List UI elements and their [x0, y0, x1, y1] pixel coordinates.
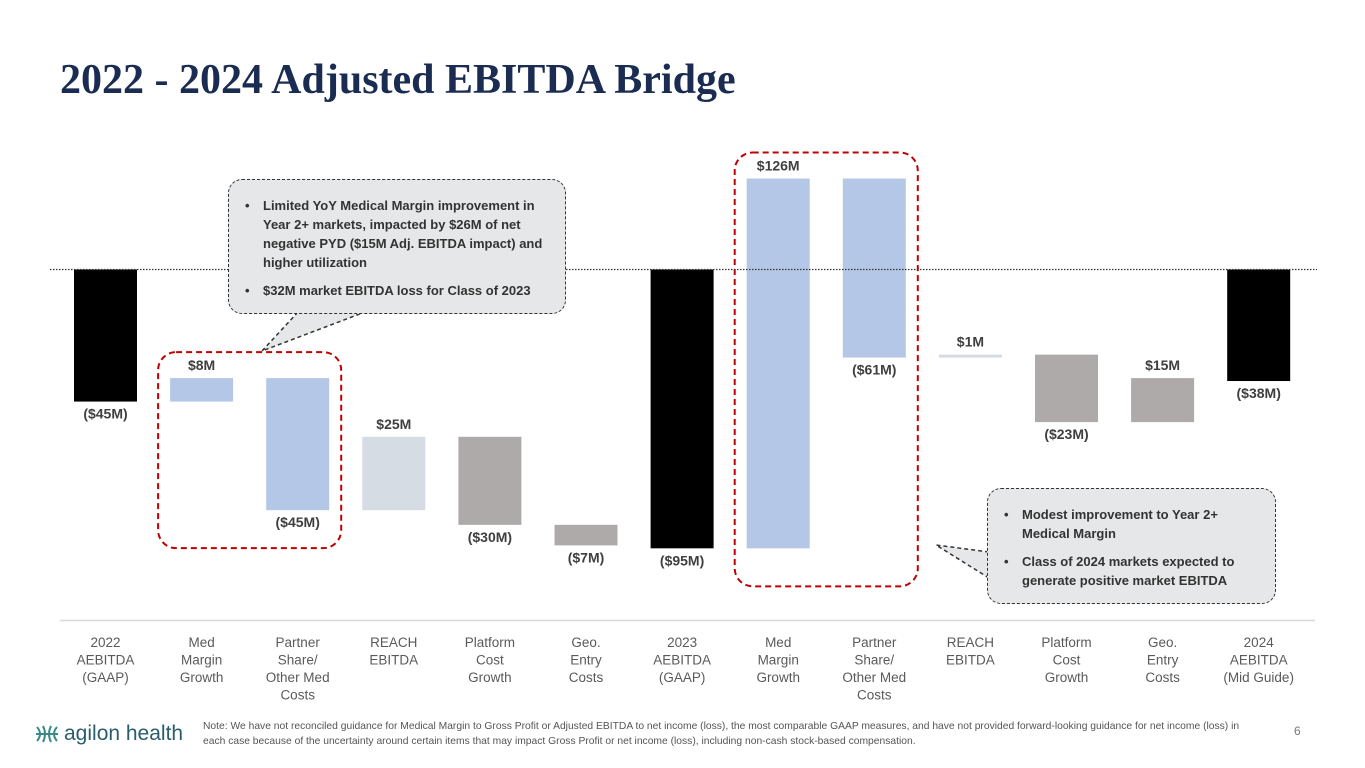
callout-right: Modest improvement to Year 2+ Medical Ma…	[987, 488, 1276, 604]
page-title: 2022 - 2024 Adjusted EBITDA Bridge	[60, 57, 736, 103]
callout-right-pointer	[935, 544, 990, 580]
category-label: Costs	[280, 688, 315, 703]
category-label: EBITDA	[946, 653, 995, 668]
waterfall-bar	[170, 378, 234, 402]
category-label: Costs	[1145, 670, 1180, 685]
page-number: 6	[1294, 724, 1301, 738]
category-label: REACH	[370, 635, 417, 650]
bar-data-label: $8M	[188, 357, 215, 373]
waterfall-bar	[1131, 378, 1195, 423]
category-label: 2024	[1244, 635, 1275, 650]
category-label: (GAAP)	[82, 670, 129, 685]
waterfall-bar	[554, 524, 618, 546]
bar-data-label: ($95M)	[660, 552, 704, 568]
category-label: Share/	[278, 653, 318, 668]
category-label: Share/	[854, 653, 894, 668]
category-label: Growth	[1045, 670, 1089, 685]
bar-data-label: ($23M)	[1044, 426, 1088, 442]
waterfall-bar	[362, 436, 426, 511]
category-label: Growth	[180, 670, 224, 685]
category-label: Cost	[476, 653, 504, 668]
category-label: EBITDA	[369, 653, 418, 668]
category-label: Costs	[569, 670, 604, 685]
bar-data-label: ($61M)	[852, 362, 896, 378]
footnote: Note: We have not reconciled guidance fo…	[203, 721, 1240, 747]
category-label: 2022	[90, 635, 120, 650]
category-label: Entry	[1147, 653, 1179, 668]
waterfall-bar	[938, 354, 1002, 358]
category-label: Growth	[468, 670, 512, 685]
category-label: REACH	[947, 635, 994, 650]
category-label: Platform	[465, 635, 515, 650]
category-label: Med	[188, 635, 214, 650]
category-label: Other Med	[266, 670, 330, 685]
waterfall-bar	[746, 178, 810, 549]
waterfall-bar	[458, 436, 522, 525]
bar-data-label: ($38M)	[1237, 385, 1281, 401]
bar-data-label: $15M	[1145, 357, 1180, 373]
category-label: Geo.	[571, 635, 600, 650]
category-label: AEBITDA	[653, 653, 711, 668]
category-label: Growth	[756, 670, 800, 685]
category-label: (Mid Guide)	[1223, 670, 1294, 685]
category-label: Entry	[570, 653, 602, 668]
logo-mark-icon	[36, 725, 58, 743]
category-label: 2023	[667, 635, 697, 650]
bar-data-label: ($7M)	[568, 549, 605, 565]
bar-data-label: $126M	[757, 158, 800, 174]
bars-layer	[74, 178, 1291, 549]
callout-left-bullet: $32M market EBITDA loss for Class of 202…	[243, 281, 549, 300]
callout-left-pointer	[261, 311, 366, 352]
waterfall-bar	[74, 269, 137, 402]
highlight-box	[733, 151, 919, 588]
category-labels-layer: 2022 AEBITDA (GAAP) Med Margin Growth Partner S…	[77, 635, 1294, 703]
highlight-layer	[157, 151, 919, 588]
waterfall-bar	[266, 378, 330, 511]
bar-data-label: $1M	[957, 334, 984, 350]
bar-data-label: ($45M)	[83, 406, 127, 422]
waterfall-bar	[650, 269, 714, 549]
category-label: Cost	[1053, 653, 1081, 668]
waterfall-bar	[1227, 269, 1291, 382]
waterfall-bar	[842, 178, 906, 358]
category-label: (GAAP)	[659, 670, 706, 685]
category-label: AEBITDA	[1230, 653, 1288, 668]
category-label: Other Med	[842, 670, 906, 685]
category-label: Margin	[758, 653, 799, 668]
category-label: Partner	[852, 635, 897, 650]
callout-left: Limited YoY Medical Margin improvement i…	[228, 179, 566, 314]
category-label: Med	[765, 635, 791, 650]
category-label: Platform	[1041, 635, 1091, 650]
callout-right-bullet: Class of 2024 markets expected to genera…	[1002, 552, 1261, 590]
data-labels-layer: ($45M) $8M ($45M) $25M ($30M) ($7M) ($95M) $126…	[83, 158, 1281, 569]
category-label: Partner	[276, 635, 321, 650]
category-label: Geo.	[1148, 635, 1177, 650]
bar-data-label: ($45M)	[276, 514, 320, 530]
category-label: Costs	[857, 688, 892, 703]
highlight-box	[157, 351, 343, 550]
bar-data-label: $25M	[376, 416, 411, 432]
category-label: Margin	[181, 653, 222, 668]
callout-right-bullet: Modest improvement to Year 2+ Medical Ma…	[1002, 505, 1261, 543]
agilon-health-logo: agilon health	[34, 722, 183, 746]
callout-left-bullet: Limited YoY Medical Margin improvement i…	[243, 196, 549, 272]
logo-text: agilon health	[64, 722, 184, 745]
bar-data-label: ($30M)	[468, 529, 512, 545]
category-label: AEBITDA	[77, 653, 135, 668]
waterfall-bar	[1035, 354, 1098, 423]
